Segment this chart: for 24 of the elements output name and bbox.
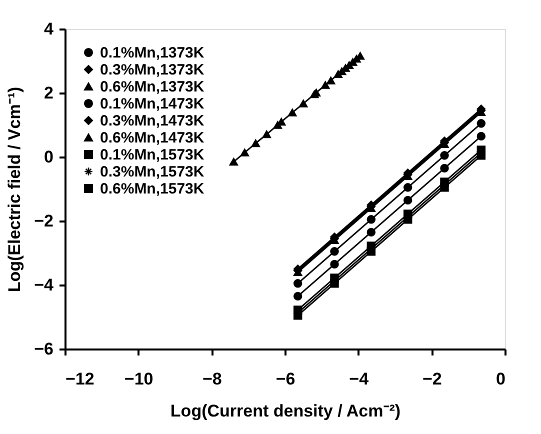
legend-label: 0.3%Mn,1473K xyxy=(100,112,204,130)
x-tick-label: 0 xyxy=(496,370,506,388)
y-axis-title: Log(Electric field / Vcm⁻¹) xyxy=(5,86,24,292)
x-tick-label: −2 xyxy=(422,370,442,388)
legend-label: 0.6%Mn,1573K xyxy=(100,180,204,198)
legend-label: 0.6%Mn,1373K xyxy=(100,78,204,96)
y-tick-label: −6 xyxy=(34,340,54,358)
legend-label: 0.1%Mn,1373K xyxy=(100,44,204,62)
x-axis-title: Log(Current density / Acm⁻²) xyxy=(170,402,401,420)
legend-label: 0.3%Mn,1573K xyxy=(100,164,204,180)
legend-label: 0.1%Mn,1473K xyxy=(100,96,204,112)
x-tick-label: −4 xyxy=(349,370,370,388)
x-tick-label: −8 xyxy=(202,370,222,388)
y-tick-label: 4 xyxy=(44,20,54,38)
x-tick-label: −10 xyxy=(124,370,154,388)
x-tick-label: −12 xyxy=(66,370,94,388)
x-tick-label: −6 xyxy=(276,370,296,388)
y-tick-label: −2 xyxy=(34,212,54,230)
y-tick-label: −4 xyxy=(34,276,54,294)
legend-label: 0.3%Mn,1373K xyxy=(100,62,204,78)
legend-label: 0.1%Mn,1573K xyxy=(100,146,204,164)
y-tick-label: 2 xyxy=(44,84,54,102)
legend-label: 0.6%Mn,1473K xyxy=(100,130,204,146)
y-tick-label: 0 xyxy=(44,148,54,166)
